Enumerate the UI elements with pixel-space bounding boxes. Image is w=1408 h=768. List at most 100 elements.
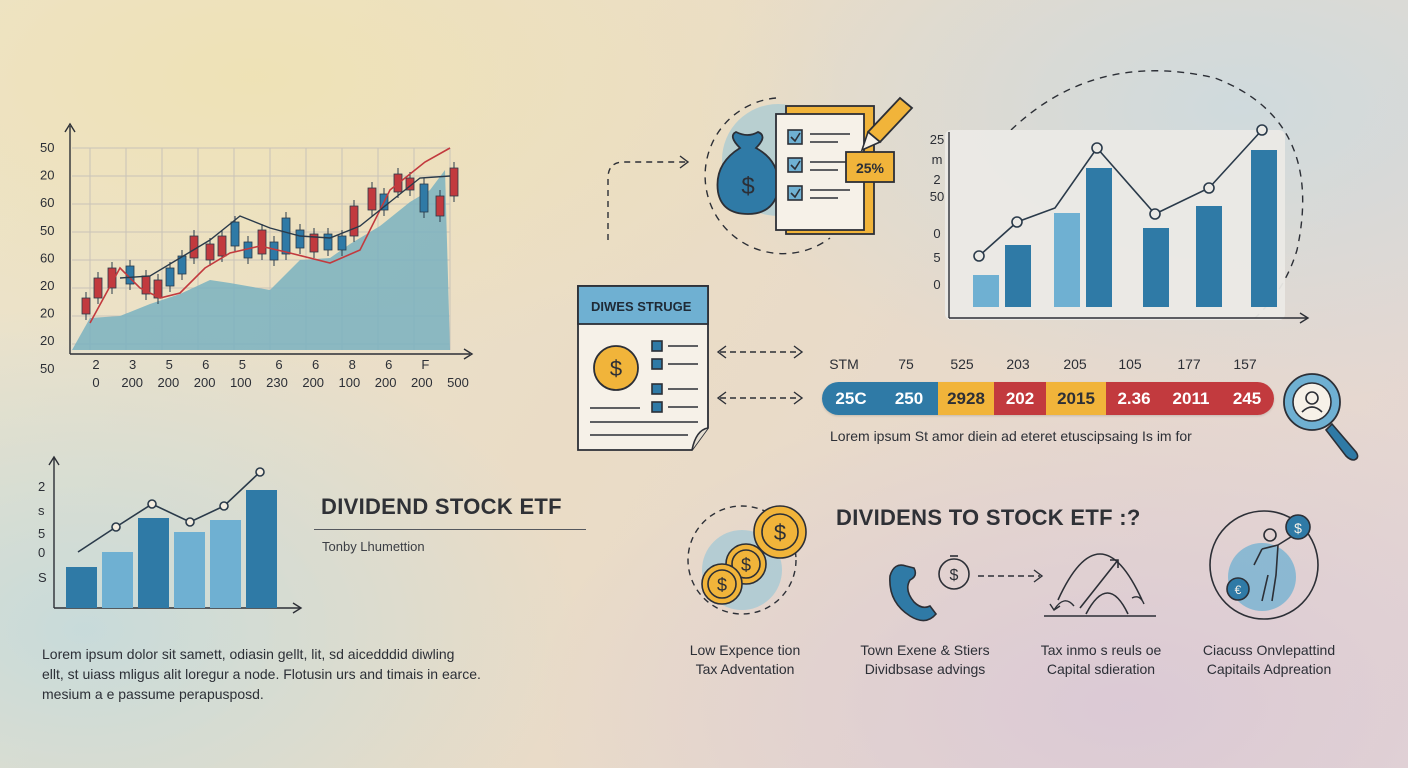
y-tick-label: 20 xyxy=(40,168,54,183)
y-tick-label: 60 xyxy=(40,250,54,265)
candle-25 xyxy=(405,177,415,191)
strip-header-label: 75 xyxy=(898,356,914,372)
x-tick-label-top: 5 xyxy=(166,357,173,372)
candle-16 xyxy=(281,217,291,255)
candle-17 xyxy=(295,229,305,249)
bar-1 xyxy=(66,567,97,608)
strip-header-label: STM xyxy=(829,356,859,372)
trend-points xyxy=(111,467,265,532)
bar-6 xyxy=(246,490,277,608)
x-tick-label-top: 6 xyxy=(385,357,392,372)
trend-line xyxy=(77,471,261,553)
strip-header-label: 157 xyxy=(1233,356,1257,372)
candle-15 xyxy=(269,241,279,261)
tax-badge xyxy=(845,151,895,183)
bar-2 xyxy=(1005,245,1031,307)
checklist-illustration: $ 25% xyxy=(607,96,914,255)
strip-segment-value: 202 xyxy=(1005,388,1035,408)
bar-1 xyxy=(973,275,999,307)
candle-3 xyxy=(107,267,117,289)
pen-tip xyxy=(860,130,882,152)
candle-26 xyxy=(419,183,429,213)
strip-segment: 2015 xyxy=(1046,382,1106,415)
candle-6 xyxy=(153,279,163,299)
y-axis-arrow xyxy=(64,122,76,133)
candlesticks xyxy=(81,162,459,320)
trend-points xyxy=(973,124,1268,262)
paragraph-line-3: mesium a e passume perapusposd. xyxy=(42,686,264,702)
y-tick-label: 2 xyxy=(933,172,940,187)
svg-text:$: $ xyxy=(717,575,727,595)
y-axis-arrow xyxy=(48,455,60,466)
bar-3 xyxy=(138,518,169,608)
svg-text:$: $ xyxy=(741,555,751,575)
x-tick-label-top: 3 xyxy=(129,357,136,372)
y-tick-label: 50 xyxy=(40,223,54,238)
y-tick-label: 50 xyxy=(40,361,54,376)
svg-text:$: $ xyxy=(774,520,786,545)
x-tick-label-top: 6 xyxy=(312,357,319,372)
money-bag-dollar: $ xyxy=(741,173,754,200)
strip-segment-value: 245 xyxy=(1232,388,1262,408)
candlestick-chart: 50 20 60 50 60 20 20 20 50 2 3 5 6 5 6 6 8 6 F 0 200 200 200 1… xyxy=(40,122,474,390)
x-tick-label-bottom: 200 xyxy=(194,375,216,390)
candle-14 xyxy=(257,229,267,255)
x-tick-label-top: 6 xyxy=(202,357,209,372)
dashed-arc xyxy=(1010,70,1304,319)
candle-7 xyxy=(165,267,175,287)
document-dollar: $ xyxy=(610,356,622,381)
strip-caption: Lorem ipsum St amor diein ad eteret etus… xyxy=(830,428,1192,444)
money-bag-icon xyxy=(716,130,780,215)
x-tick-label-top: F xyxy=(421,357,429,372)
bar-3 xyxy=(1054,213,1080,307)
y-tick-label: 5 xyxy=(38,526,45,541)
strip-segment: 2928 xyxy=(938,382,994,415)
strip-header-label: 203 xyxy=(1006,356,1030,372)
phone-coin-icon: $ xyxy=(889,555,1044,622)
double-arrows xyxy=(716,345,804,405)
magnifier-user-icon xyxy=(1283,373,1359,461)
strip-header-row: STM 75 525 203 205 105 177 157 xyxy=(822,356,1274,378)
strip-segment: 2011 xyxy=(1162,382,1220,415)
y-tick-label: 20 xyxy=(40,278,54,293)
dollar-coin-icon xyxy=(593,345,639,391)
tax-badge-label: 25% xyxy=(856,160,885,176)
y-tick-label: 20 xyxy=(40,333,54,348)
heading-underline xyxy=(314,529,586,530)
y-tick-label: 5 xyxy=(933,250,940,265)
x-tick-label-bottom: 200 xyxy=(121,375,143,390)
y-tick-label: 2 xyxy=(38,479,45,494)
strip-segment: 202 xyxy=(994,382,1046,415)
checkbox-list xyxy=(590,340,698,436)
x-tick-label-top: 8 xyxy=(349,357,356,372)
dashed-circle xyxy=(704,97,831,255)
strip-segment: 2.36 xyxy=(1106,382,1162,415)
x-tick-label-bottom: 100 xyxy=(230,375,252,390)
bar-5 xyxy=(1143,228,1169,307)
curve-arrow-icon xyxy=(1044,553,1156,617)
y-tick-label: 0 xyxy=(38,545,45,560)
y-tick-label: 0 xyxy=(933,226,940,241)
left-heading: DIVIDEND STOCK ETF xyxy=(321,494,562,519)
x-tick-label-bottom: 230 xyxy=(266,375,288,390)
bar-7 xyxy=(1251,150,1277,307)
feature-1-caption: Low Expence tion Tax Adventation xyxy=(689,642,801,677)
bar-4 xyxy=(174,532,205,608)
y-tick-label: 50 xyxy=(40,140,54,155)
x-axis-arrow xyxy=(1299,312,1310,324)
candle-11 xyxy=(217,235,227,257)
candle-9 xyxy=(189,235,199,259)
dashed-connector xyxy=(607,161,686,240)
bar-5 xyxy=(210,520,241,608)
y-tick-label: 0 xyxy=(933,277,940,292)
x-tick-label-bottom: 500 xyxy=(447,375,469,390)
strip-segment: 25C xyxy=(822,382,880,415)
y-tick-label: m xyxy=(932,152,943,167)
small-bar-chart: 2 s 5 0 S xyxy=(38,455,303,614)
right-heading: DIVIDENS TO STOCK ETF :? xyxy=(836,505,1141,530)
growth-person-icon: $ € xyxy=(1209,510,1319,620)
candle-2 xyxy=(93,277,103,299)
strip-segment-value: 2015 xyxy=(1057,388,1095,408)
strip-segment: 245 xyxy=(1220,382,1274,415)
